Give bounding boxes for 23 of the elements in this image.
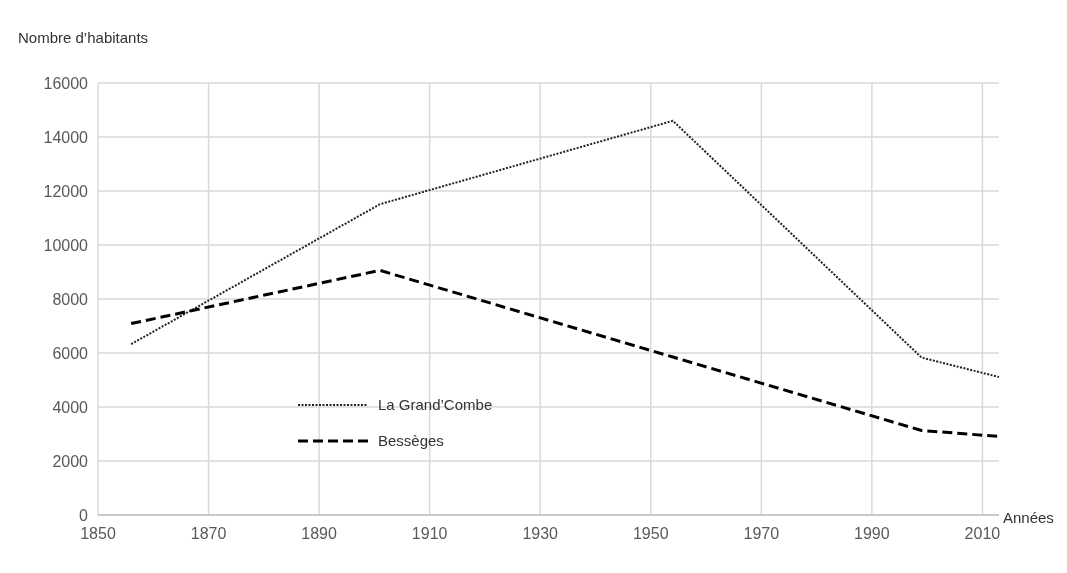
y-tick-label: 4000 (52, 398, 89, 416)
x-tick-label: 1870 (190, 525, 227, 542)
y-tick-label: 6000 (52, 344, 89, 362)
y-tick-label: 16000 (43, 74, 89, 92)
line-series (130, 119, 1000, 379)
legend-label: La Grand’Combe (378, 396, 493, 414)
x-tick-label: 1930 (522, 525, 559, 542)
x-tick-label: 1850 (80, 525, 116, 542)
y-tick-label: 12000 (43, 182, 89, 200)
legend-label: Bessèges (378, 432, 444, 450)
y-tick-label: 0 (79, 506, 89, 524)
x-tick-label: 2010 (964, 525, 1001, 542)
y-tick-label: 10000 (43, 236, 89, 254)
y-tick-label: 8000 (52, 290, 89, 308)
x-tick-label: 1990 (854, 525, 890, 542)
x-tick-label: 1950 (632, 525, 669, 542)
y-tick-label: 2000 (52, 452, 89, 470)
x-tick-label: 1890 (301, 525, 337, 542)
x-tick-label: 1910 (411, 525, 448, 542)
x-axis-title: Années (1003, 509, 1054, 526)
y-axis-title: Nombre d’habitants (18, 29, 149, 46)
y-tick-label: 14000 (43, 128, 89, 146)
x-tick-label: 1970 (743, 525, 780, 542)
